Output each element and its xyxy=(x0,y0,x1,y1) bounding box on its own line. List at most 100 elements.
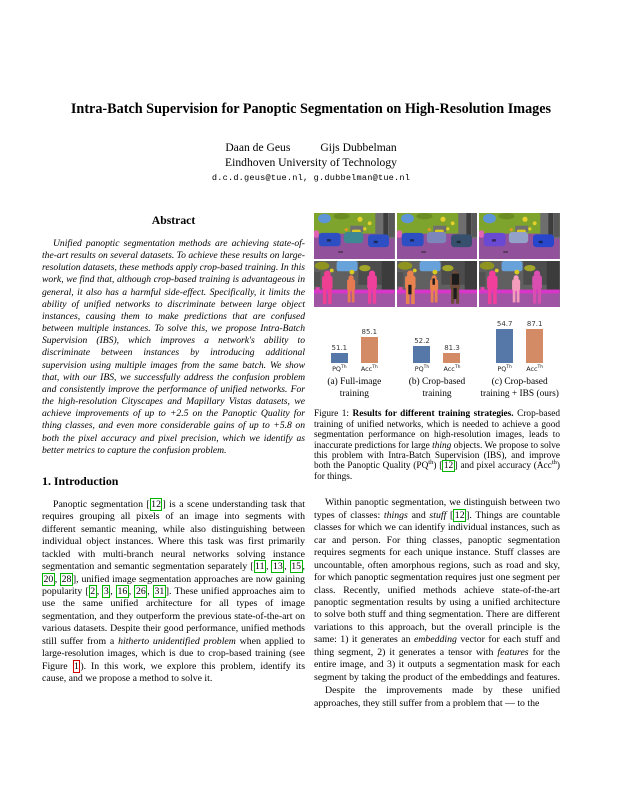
text-run: , xyxy=(96,585,103,597)
citation-link[interactable]: 31 xyxy=(152,584,166,598)
italic-text: things xyxy=(383,509,408,521)
citation-link[interactable]: 15 xyxy=(289,560,303,574)
text-run: ] is a scene understanding task that req… xyxy=(42,498,305,573)
figure1-panel-a xyxy=(314,213,395,307)
text-run: ) [ xyxy=(433,461,443,472)
text-run: ]. Things are countable classes for whic… xyxy=(314,509,561,646)
affiliation: Eindhoven University of Technology xyxy=(225,156,397,169)
text-run: ], unified image segmentation approaches… xyxy=(42,573,305,597)
author-name: Daan de Geus xyxy=(225,141,291,154)
citation-link[interactable]: 13 xyxy=(271,560,285,574)
bar-value-label: 81.3 xyxy=(444,344,460,352)
abstract-heading: Abstract xyxy=(151,214,196,227)
bar-pq xyxy=(330,353,348,363)
citation-link[interactable]: 12 xyxy=(149,497,163,511)
author-line: Daan de Geus Gijs Dubbelman xyxy=(0,141,622,154)
text-run: Despite the improvements made by these u… xyxy=(314,685,560,709)
bar-value-label: 87.1 xyxy=(526,320,543,328)
bar-pq xyxy=(413,346,431,363)
bar-value-label: 51.1 xyxy=(331,344,348,352)
citation-link[interactable]: 20 xyxy=(42,572,55,586)
bar-acc xyxy=(443,353,461,363)
figure1-caption: Figure 1: Results for different training… xyxy=(314,409,560,482)
superscript: th xyxy=(428,459,434,467)
bar-group-pq: 51.1 PQTh xyxy=(330,344,348,374)
subcaption-b: (b) Crop-based training xyxy=(408,377,466,399)
introduction-paragraph: Panoptic segmentation [12] is a scene un… xyxy=(42,497,305,686)
left-column: Abstract Unified panoptic segmentation m… xyxy=(42,212,305,687)
segmentation-image-pedestrians-a xyxy=(314,261,395,307)
text-run: Crop-based training of unified networks,… xyxy=(314,409,560,451)
bar-group-acc: 85.1 AccTh xyxy=(360,328,378,374)
bar-group-acc: 87.1 AccTh xyxy=(526,320,544,374)
segmentation-image-street-a xyxy=(314,213,395,259)
figure1-panel-b xyxy=(396,213,478,307)
text-run: ]. These unified approaches aim to use t… xyxy=(42,585,305,647)
bar-pq xyxy=(496,329,514,363)
bar-value-label: 52.2 xyxy=(414,337,430,345)
citation-link[interactable]: 3 xyxy=(102,584,111,598)
text-run: , xyxy=(265,561,272,573)
bar-group-pq: 52.2 PQTh xyxy=(413,337,431,374)
figure1-subcaptions: (a) Full-image training (b) Crop-based tra… xyxy=(314,377,560,400)
italic-text: features xyxy=(497,646,529,658)
figure1-panel-c xyxy=(479,213,560,307)
text-run: ) for things. xyxy=(314,461,560,482)
bar-acc xyxy=(526,329,544,363)
body-paragraph: Despite the improvements made by these u… xyxy=(314,685,560,710)
citation-link[interactable]: 16 xyxy=(115,584,129,598)
text-run: , xyxy=(284,561,290,573)
body-paragraph: Within panoptic segmentation, we disting… xyxy=(314,497,560,684)
subcaption-c: (c) Crop-based training + IBS (ours) xyxy=(480,377,559,399)
author-emails: d.c.d.geus@tue.nl, g.dubbelman@tue.nl xyxy=(211,173,411,183)
bar-axis-label: PQTh xyxy=(414,364,430,373)
italic-text: thing xyxy=(432,440,452,451)
text-run: , xyxy=(110,585,116,597)
citation-link[interactable]: 12 xyxy=(453,508,467,522)
segmentation-image-pedestrians-c xyxy=(479,261,560,307)
bold-text: Results for different training strategie… xyxy=(352,409,514,420)
citation-link[interactable]: 28 xyxy=(60,572,73,586)
text-run: for the entire image, and 3) it outputs … xyxy=(314,646,560,683)
section-heading-introduction: 1. Introduction xyxy=(42,473,119,488)
italic-text: embedding xyxy=(413,634,457,646)
citation-link[interactable]: 2 xyxy=(88,584,97,598)
text-run: , xyxy=(128,585,135,597)
citation-link[interactable]: 11 xyxy=(253,560,266,574)
figure1-bar-charts: 51.1 PQTh 85.1 AccTh 52.2 PQTh 81.3 AccTh 54.7… xyxy=(314,312,560,374)
text-run: Panoptic segmentation [ xyxy=(53,498,150,510)
bar-axis-label: AccTh xyxy=(360,364,378,373)
italic-text: stuff xyxy=(429,509,447,521)
segmentation-image-street-b xyxy=(396,213,478,259)
bar-group-acc: 81.3 AccTh xyxy=(443,344,461,374)
citation-link[interactable]: 26 xyxy=(134,584,148,598)
bar-axis-label: PQTh xyxy=(332,364,347,373)
text-run: , xyxy=(302,561,305,573)
text-run: [ xyxy=(446,509,454,521)
abstract-text: Unified panoptic segmentation methods ar… xyxy=(42,238,305,456)
citation-link[interactable]: 12 xyxy=(442,460,455,473)
text-run: vector for each stuff and thing segment,… xyxy=(314,634,560,658)
bar-axis-label: AccTh xyxy=(443,364,461,373)
text-run: when applied to large-resolution images,… xyxy=(42,635,305,672)
figure-reference-link[interactable]: 1 xyxy=(72,659,81,673)
bar-acc xyxy=(360,337,378,363)
italic-text: hitherto unidentified problem xyxy=(118,635,236,647)
text-run: Within panoptic segmentation, we disting… xyxy=(314,497,560,521)
text-run: Figure 1: xyxy=(314,409,353,420)
bar-value-label: 54.7 xyxy=(496,320,513,328)
bar-axis-label: PQTh xyxy=(497,364,512,373)
segmentation-image-pedestrians-b xyxy=(396,261,478,307)
bar-axis-label: AccTh xyxy=(526,364,544,373)
author-name: Gijs Dubbelman xyxy=(320,141,397,154)
bar-chart-full-image: 51.1 PQTh 85.1 AccTh xyxy=(314,312,395,374)
text-run: ] and pixel accuracy (Acc xyxy=(454,461,552,472)
text-run: , xyxy=(147,585,153,597)
bar-value-label: 85.1 xyxy=(361,328,378,336)
bar-chart-crop-based: 52.2 PQTh 81.3 AccTh xyxy=(397,312,478,374)
subcaption-a: (a) Full-image training xyxy=(327,377,382,399)
paper-title: Intra-Batch Supervision for Panoptic Seg… xyxy=(70,101,552,117)
right-column: 51.1 PQTh 85.1 AccTh 52.2 PQTh 81.3 AccTh 54.7… xyxy=(314,213,560,711)
superscript: th xyxy=(551,459,557,467)
